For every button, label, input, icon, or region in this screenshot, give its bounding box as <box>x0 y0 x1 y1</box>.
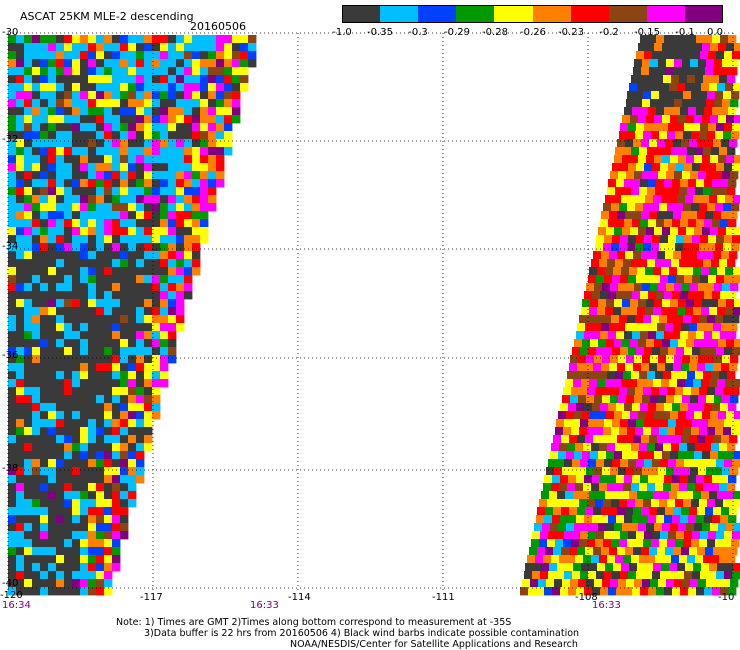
grid-lines <box>7 32 734 590</box>
lat-label: -30 <box>2 27 19 38</box>
lat-label: -36 <box>2 350 19 361</box>
note-line: 3)Data buffer is 22 hrs from 20160506 4)… <box>144 628 580 639</box>
colorbar-label: -0.2 <box>599 27 619 38</box>
colorbar-label: -0.23 <box>558 27 584 38</box>
colorbar-swatch <box>380 5 419 23</box>
colorbar-swatch <box>342 5 381 23</box>
colorbar-swatch <box>646 5 686 23</box>
lon-label: -108 <box>575 592 598 603</box>
lon-label: -114 <box>288 592 311 603</box>
colorbar-label: -1.0 <box>332 27 352 38</box>
lat-label: -40 <box>2 578 19 589</box>
colorbar-label: -0.35 <box>367 27 393 38</box>
time-label: 16:33 <box>250 600 279 611</box>
lon-label: -10 <box>718 592 735 603</box>
colorbar-swatch <box>456 5 495 23</box>
note-line: Note: 1) Times are GMT 2)Times along bot… <box>116 617 512 628</box>
note-line: NOAA/NESDIS/Center for Satellite Applica… <box>290 639 578 650</box>
colorbar-swatch <box>570 5 610 23</box>
lon-label: -111 <box>432 592 455 603</box>
colorbar-label: -0.15 <box>634 27 660 38</box>
colorbar-label: -0.1 <box>675 27 695 38</box>
time-label: 16:33 <box>592 600 621 611</box>
colorbar-swatch <box>608 5 648 23</box>
colorbar-label: -0.28 <box>482 27 508 38</box>
colorbar-swatch <box>532 5 572 23</box>
product-title: ASCAT 25KM MLE-2 descending <box>20 10 194 23</box>
product-date: 20160506 <box>190 20 246 33</box>
colorbar-label: -0.29 <box>444 27 470 38</box>
colorbar-label: -0.26 <box>520 27 546 38</box>
colorbar-swatch <box>494 5 533 23</box>
lat-label: -38 <box>2 463 19 474</box>
time-label: 16:34 <box>2 600 31 611</box>
lon-label: -120 <box>0 590 23 601</box>
lon-label: -117 <box>140 592 163 603</box>
colorbar-swatch <box>418 5 457 23</box>
colorbar-label: 0.0 <box>707 27 723 38</box>
lat-label: -34 <box>2 241 19 252</box>
colorbar-swatch <box>684 5 724 23</box>
colorbar-label: -0.3 <box>408 27 428 38</box>
lat-label: -32 <box>2 134 19 145</box>
swath-cells <box>8 35 740 596</box>
